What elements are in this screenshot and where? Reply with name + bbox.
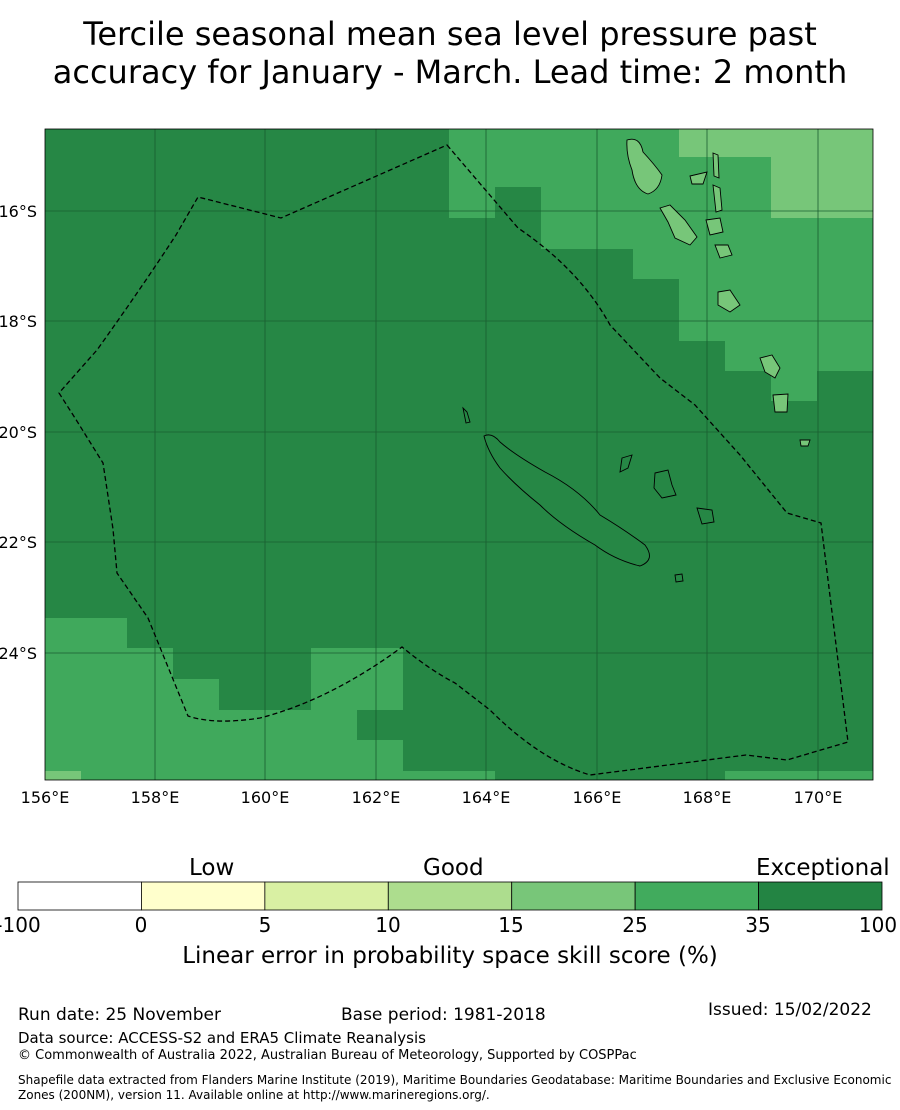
lon-tick-label: 156°E	[21, 788, 70, 807]
isle-of-pines-coastline	[462, 406, 684, 583]
map-frame	[44, 128, 874, 781]
skill-cell	[771, 129, 873, 218]
shapefile-credit-line-1: Shapefile data extracted from Flanders M…	[18, 1073, 892, 1087]
vanuatu-coastline	[626, 138, 811, 447]
skill-cell	[45, 771, 81, 780]
skill-cell	[403, 771, 495, 780]
lon-tick-label: 164°E	[462, 788, 511, 807]
lat-tick-label: 24°S	[0, 644, 37, 663]
base-period: Base period: 1981-2018	[341, 1005, 546, 1025]
chart-title-line-2: accuracy for January - March. Lead time:…	[52, 53, 848, 91]
colorbar-category-exceptional: Exceptional	[756, 855, 890, 881]
lat-tick-label: 22°S	[0, 533, 37, 552]
skill-grid	[45, 129, 873, 780]
colorbar-segment	[141, 881, 266, 911]
skill-cell	[357, 710, 403, 740]
gridlines	[45, 129, 873, 780]
colorbar	[17, 881, 883, 911]
colorbar-tick-label: 15	[498, 913, 524, 937]
copyright-notice: © Commonwealth of Australia 2022, Austra…	[18, 1048, 637, 1063]
lat-tick-label: 18°S	[0, 312, 37, 331]
run-date: Run date: 25 November	[18, 1005, 221, 1025]
colorbar-tick-label: 35	[745, 913, 771, 937]
colorbar-segment	[387, 881, 513, 911]
lon-tick-label: 170°E	[794, 788, 843, 807]
loyalty-islands-coastline	[619, 454, 715, 525]
colorbar-segment	[17, 881, 142, 911]
colorbar-segment	[264, 881, 389, 911]
shapefile-credit-line-2: Zones (200NM), version 11. Available onl…	[18, 1088, 490, 1102]
skill-cell	[311, 648, 403, 710]
colorbar-tick-label: 0	[134, 913, 148, 937]
lat-tick-label: 20°S	[0, 423, 37, 442]
new-caledonia-coastline	[483, 434, 650, 567]
skill-cell	[495, 187, 541, 218]
colorbar-tick-label: -100	[0, 913, 41, 937]
colorbar-segment	[634, 881, 759, 911]
skill-cell	[45, 710, 403, 780]
colorbar-category-low: Low	[189, 855, 235, 881]
lat-tick-label: 16°S	[0, 202, 37, 221]
skill-cell	[725, 771, 873, 780]
lon-tick-label: 166°E	[573, 788, 622, 807]
colorbar-tick-label: 10	[375, 913, 401, 937]
colorbar-tick-label: 100	[858, 913, 898, 937]
lon-tick-label: 162°E	[352, 788, 401, 807]
chart-title-line-1: Tercile seasonal mean sea level pressure…	[83, 15, 817, 53]
lon-tick-label: 160°E	[241, 788, 290, 807]
colorbar-segment	[758, 881, 883, 911]
colorbar-label: Linear error in probability space skill …	[182, 943, 718, 969]
eez-boundary	[58, 144, 849, 776]
data-source: Data source: ACCESS-S2 and ERA5 Climate …	[18, 1029, 426, 1047]
lon-tick-label: 158°E	[131, 788, 180, 807]
colorbar-category-good: Good	[423, 855, 484, 881]
colorbar-tick-label: 25	[622, 913, 648, 937]
colorbar-segment	[511, 881, 636, 911]
colorbar-tick-label: 5	[258, 913, 272, 937]
lon-tick-label: 168°E	[683, 788, 732, 807]
issued-date: Issued: 15/02/2022	[708, 1000, 872, 1020]
